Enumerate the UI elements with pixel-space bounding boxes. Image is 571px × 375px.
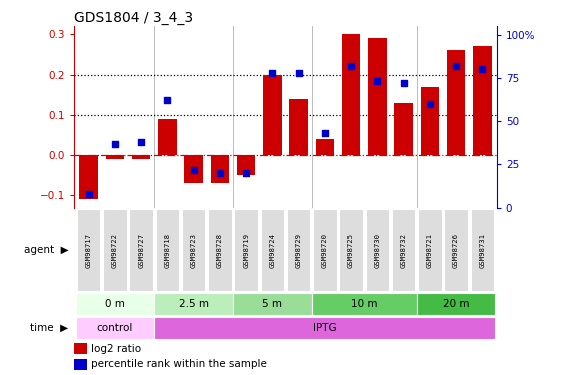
FancyBboxPatch shape bbox=[233, 294, 312, 315]
Bar bbox=[447, 50, 465, 155]
Bar bbox=[74, 343, 87, 354]
Text: agent  ▶: agent ▶ bbox=[24, 245, 69, 255]
Bar bbox=[74, 359, 87, 370]
Text: GSM98731: GSM98731 bbox=[479, 232, 485, 267]
Bar bbox=[79, 155, 98, 200]
Bar bbox=[158, 119, 176, 155]
Text: GSM98725: GSM98725 bbox=[348, 232, 354, 267]
Point bbox=[163, 98, 172, 104]
FancyBboxPatch shape bbox=[182, 209, 206, 291]
FancyBboxPatch shape bbox=[365, 209, 389, 291]
Point bbox=[347, 63, 356, 69]
FancyBboxPatch shape bbox=[154, 294, 233, 315]
Bar bbox=[421, 87, 439, 155]
Text: GSM98723: GSM98723 bbox=[191, 232, 196, 267]
Bar bbox=[395, 103, 413, 155]
Bar bbox=[368, 38, 387, 155]
Text: GSM98724: GSM98724 bbox=[270, 232, 275, 267]
Text: IPTG: IPTG bbox=[313, 323, 337, 333]
Text: GSM98717: GSM98717 bbox=[86, 232, 92, 267]
Bar bbox=[132, 155, 150, 159]
FancyBboxPatch shape bbox=[155, 209, 179, 291]
Text: GSM98719: GSM98719 bbox=[243, 232, 249, 267]
Bar bbox=[289, 99, 308, 155]
Point bbox=[399, 80, 408, 86]
Point bbox=[215, 170, 224, 176]
Bar bbox=[106, 155, 124, 159]
FancyBboxPatch shape bbox=[313, 209, 337, 291]
Text: GSM98728: GSM98728 bbox=[217, 232, 223, 267]
FancyBboxPatch shape bbox=[287, 209, 311, 291]
Text: GSM98721: GSM98721 bbox=[427, 232, 433, 267]
Text: GSM98730: GSM98730 bbox=[375, 232, 380, 267]
FancyBboxPatch shape bbox=[77, 209, 100, 291]
Bar bbox=[237, 155, 255, 175]
Text: GSM98726: GSM98726 bbox=[453, 232, 459, 267]
FancyBboxPatch shape bbox=[339, 209, 363, 291]
Bar bbox=[473, 46, 492, 155]
Point bbox=[136, 139, 146, 145]
FancyBboxPatch shape bbox=[392, 209, 416, 291]
Text: GSM98729: GSM98729 bbox=[296, 232, 301, 267]
FancyBboxPatch shape bbox=[417, 294, 496, 315]
Point bbox=[268, 70, 277, 76]
Point bbox=[294, 70, 303, 76]
Point bbox=[452, 63, 461, 69]
Text: 10 m: 10 m bbox=[351, 299, 377, 309]
Bar bbox=[316, 139, 334, 155]
Text: 20 m: 20 m bbox=[443, 299, 469, 309]
Text: GSM98720: GSM98720 bbox=[322, 232, 328, 267]
Bar bbox=[342, 34, 360, 155]
FancyBboxPatch shape bbox=[444, 209, 468, 291]
Text: time  ▶: time ▶ bbox=[30, 323, 69, 333]
Point bbox=[425, 101, 435, 107]
Point bbox=[242, 170, 251, 176]
FancyBboxPatch shape bbox=[418, 209, 441, 291]
FancyBboxPatch shape bbox=[208, 209, 232, 291]
Text: log2 ratio: log2 ratio bbox=[91, 344, 141, 354]
FancyBboxPatch shape bbox=[103, 209, 127, 291]
Text: percentile rank within the sample: percentile rank within the sample bbox=[91, 359, 267, 369]
Point bbox=[320, 130, 329, 136]
Text: GDS1804 / 3_4_3: GDS1804 / 3_4_3 bbox=[74, 11, 194, 25]
FancyBboxPatch shape bbox=[75, 317, 154, 339]
Bar bbox=[263, 75, 282, 155]
Text: 5 m: 5 m bbox=[263, 299, 283, 309]
Point bbox=[110, 141, 119, 147]
Text: GSM98732: GSM98732 bbox=[401, 232, 407, 267]
Text: GSM98722: GSM98722 bbox=[112, 232, 118, 267]
FancyBboxPatch shape bbox=[154, 317, 496, 339]
FancyBboxPatch shape bbox=[130, 209, 153, 291]
Point bbox=[189, 166, 198, 172]
Text: GSM98718: GSM98718 bbox=[164, 232, 170, 267]
Text: 0 m: 0 m bbox=[105, 299, 125, 309]
Text: control: control bbox=[96, 323, 133, 333]
Bar bbox=[211, 155, 229, 183]
FancyBboxPatch shape bbox=[471, 209, 494, 291]
FancyBboxPatch shape bbox=[312, 294, 417, 315]
FancyBboxPatch shape bbox=[234, 209, 258, 291]
Bar bbox=[184, 155, 203, 183]
Point bbox=[478, 66, 487, 72]
Text: 2.5 m: 2.5 m bbox=[179, 299, 208, 309]
FancyBboxPatch shape bbox=[75, 294, 154, 315]
Text: GSM98727: GSM98727 bbox=[138, 232, 144, 267]
FancyBboxPatch shape bbox=[260, 209, 284, 291]
Point bbox=[84, 191, 93, 197]
Point bbox=[373, 78, 382, 84]
